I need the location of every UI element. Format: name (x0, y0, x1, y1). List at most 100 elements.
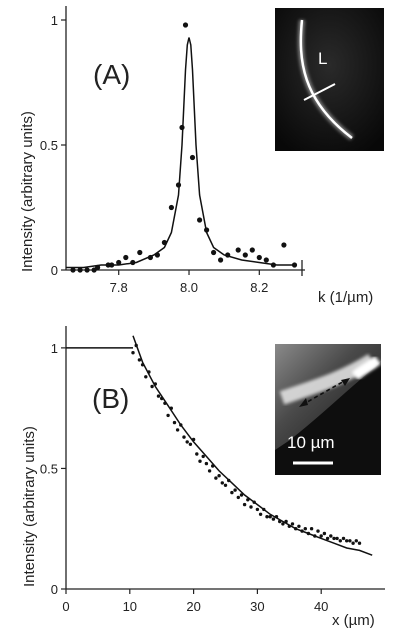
panel-a-x-axis-label: k (1/µm) (318, 289, 373, 306)
panel-b-data-point (319, 534, 323, 538)
panel-b-data-point (309, 527, 314, 531)
panel-b-data-point (198, 459, 202, 463)
panel-b: (B) Intensity (arbitrary units) x (µm) 0… (21, 326, 385, 629)
panel-b-data-point (332, 536, 336, 541)
panel-b-data-point (217, 474, 221, 478)
panel-b-x-ticks: 0 10 20 30 40 (62, 589, 328, 614)
panel-a-data-point (249, 247, 255, 253)
panel-b-data-point (322, 531, 327, 536)
panel-b-data-point (239, 493, 244, 497)
panel-a-data-point (218, 257, 224, 263)
panel-a-data-point (242, 252, 248, 258)
panel-b-data-point (188, 442, 193, 446)
panel-a-x-tick-label: 8.0 (180, 280, 198, 295)
panel-b-data-point (207, 469, 212, 473)
panel-a-data-point (211, 249, 217, 256)
panel-a-y-axis-label: Intensity (arbitrary units) (19, 111, 36, 272)
panel-b-data-point (156, 394, 161, 398)
panel-a-x-tick-label: 7.8 (110, 280, 128, 295)
panel-a-y-tick-label: 1 (51, 13, 58, 28)
inset-b-bright-spot (351, 355, 381, 380)
panel-a-data-point (137, 249, 143, 256)
panel-b-data-point (265, 515, 269, 519)
panel-a-label: (A) (93, 59, 130, 90)
panel-a-marks (66, 22, 298, 273)
measurement-arrow (301, 379, 347, 406)
panel-b-data-point (242, 502, 247, 507)
panel-b-data-point (316, 529, 320, 533)
panel-b-label: (B) (92, 383, 129, 414)
measurement-arrow-head-end (341, 378, 350, 386)
panel-b-data-point (351, 541, 355, 545)
panel-a-data-point (197, 217, 203, 223)
panel-a-data-point (168, 204, 174, 211)
panel-b-data-point (271, 517, 276, 521)
panel-b-data-point (338, 539, 342, 543)
panel-b-data-point (223, 483, 228, 487)
panel-b-data-point (185, 440, 189, 444)
panel-b-data-point (258, 512, 263, 516)
panel-b-data-point (172, 420, 177, 425)
panel-b-data-point (329, 534, 333, 538)
panel-b-data-point (201, 454, 205, 459)
panel-b-data-point (214, 476, 218, 480)
panel-b-data-point (325, 536, 330, 541)
cross-section-line (303, 83, 336, 101)
panel-b-y-tick-label: 0 (51, 582, 58, 597)
panel-b-inset-image: 10 µm (275, 344, 381, 475)
panel-b-data-point (137, 358, 142, 362)
panel-a-x-tick-label: 8.2 (250, 280, 268, 295)
panel-b-x-tick-label: 0 (62, 599, 69, 614)
panel-a-data-point (281, 242, 287, 248)
panel-b-y-tick-label: 1 (51, 341, 58, 356)
panel-a-data-point (235, 247, 241, 253)
panel-b-data-point (236, 495, 240, 500)
panel-a-data-point (116, 259, 122, 266)
panel-b-data-point (341, 536, 346, 541)
panel-b-x-tick-label: 20 (186, 599, 200, 614)
panel-a-data-point (77, 267, 83, 273)
panel-b-data-point (348, 539, 352, 543)
panel-a-y-tick-label: 0.5 (40, 138, 58, 153)
panel-b-data-point (297, 524, 301, 528)
panel-b-data-point (144, 375, 148, 379)
panel-b-data-point (354, 539, 358, 543)
panel-b-data-point (233, 488, 237, 492)
panel-b-data-point (195, 452, 199, 456)
panel-a-data-point (182, 22, 189, 28)
measurement-arrow-head-start (299, 398, 308, 407)
panel-b-data-point (268, 515, 272, 519)
panel-b-x-axis-label: x (µm) (332, 612, 375, 629)
panel-b-y-axis-label: Intensity (arbitrary units) (21, 426, 38, 587)
panel-b-x-tick-label: 30 (250, 599, 264, 614)
panel-a-fit-line (66, 37, 295, 269)
panel-b-data-point (175, 428, 180, 432)
scale-bar-label: 10 µm (287, 433, 335, 452)
panel-a-y-tick-label: 0 (51, 263, 58, 278)
panel-b-x-tick-label: 10 (123, 599, 137, 614)
panel-b-data-point (335, 536, 339, 541)
panel-b-y-ticks: 00.51 (40, 341, 66, 597)
panel-a-data-point (84, 267, 90, 273)
panel-a-x-ticks: 7.8 8.0 8.2 (110, 270, 268, 295)
panel-b-data-point (230, 490, 234, 495)
panel-a-data-point (263, 257, 269, 263)
panel-b-data-point (131, 351, 135, 355)
panel-b-data-point (220, 481, 224, 485)
panel-a-data-point (123, 254, 129, 261)
panel-a-data-point (70, 267, 76, 273)
panel-b-data-point (303, 527, 307, 531)
panel-b-x-tick-label: 40 (314, 599, 328, 614)
panel-b-data-point (357, 541, 362, 545)
panel-b-data-point (249, 505, 253, 509)
panel-a: (A) Intensity (arbitrary units) k (1/µm)… (19, 6, 384, 306)
panel-b-data-point (204, 461, 209, 466)
panel-b-data-point (166, 413, 170, 418)
inset-a-label: L (318, 49, 327, 68)
panel-b-data-point (345, 539, 349, 543)
panel-b-data-point (182, 435, 186, 439)
inset-a-background (275, 8, 384, 151)
panel-a-data-point (189, 154, 196, 161)
panel-b-data-point (255, 507, 260, 512)
